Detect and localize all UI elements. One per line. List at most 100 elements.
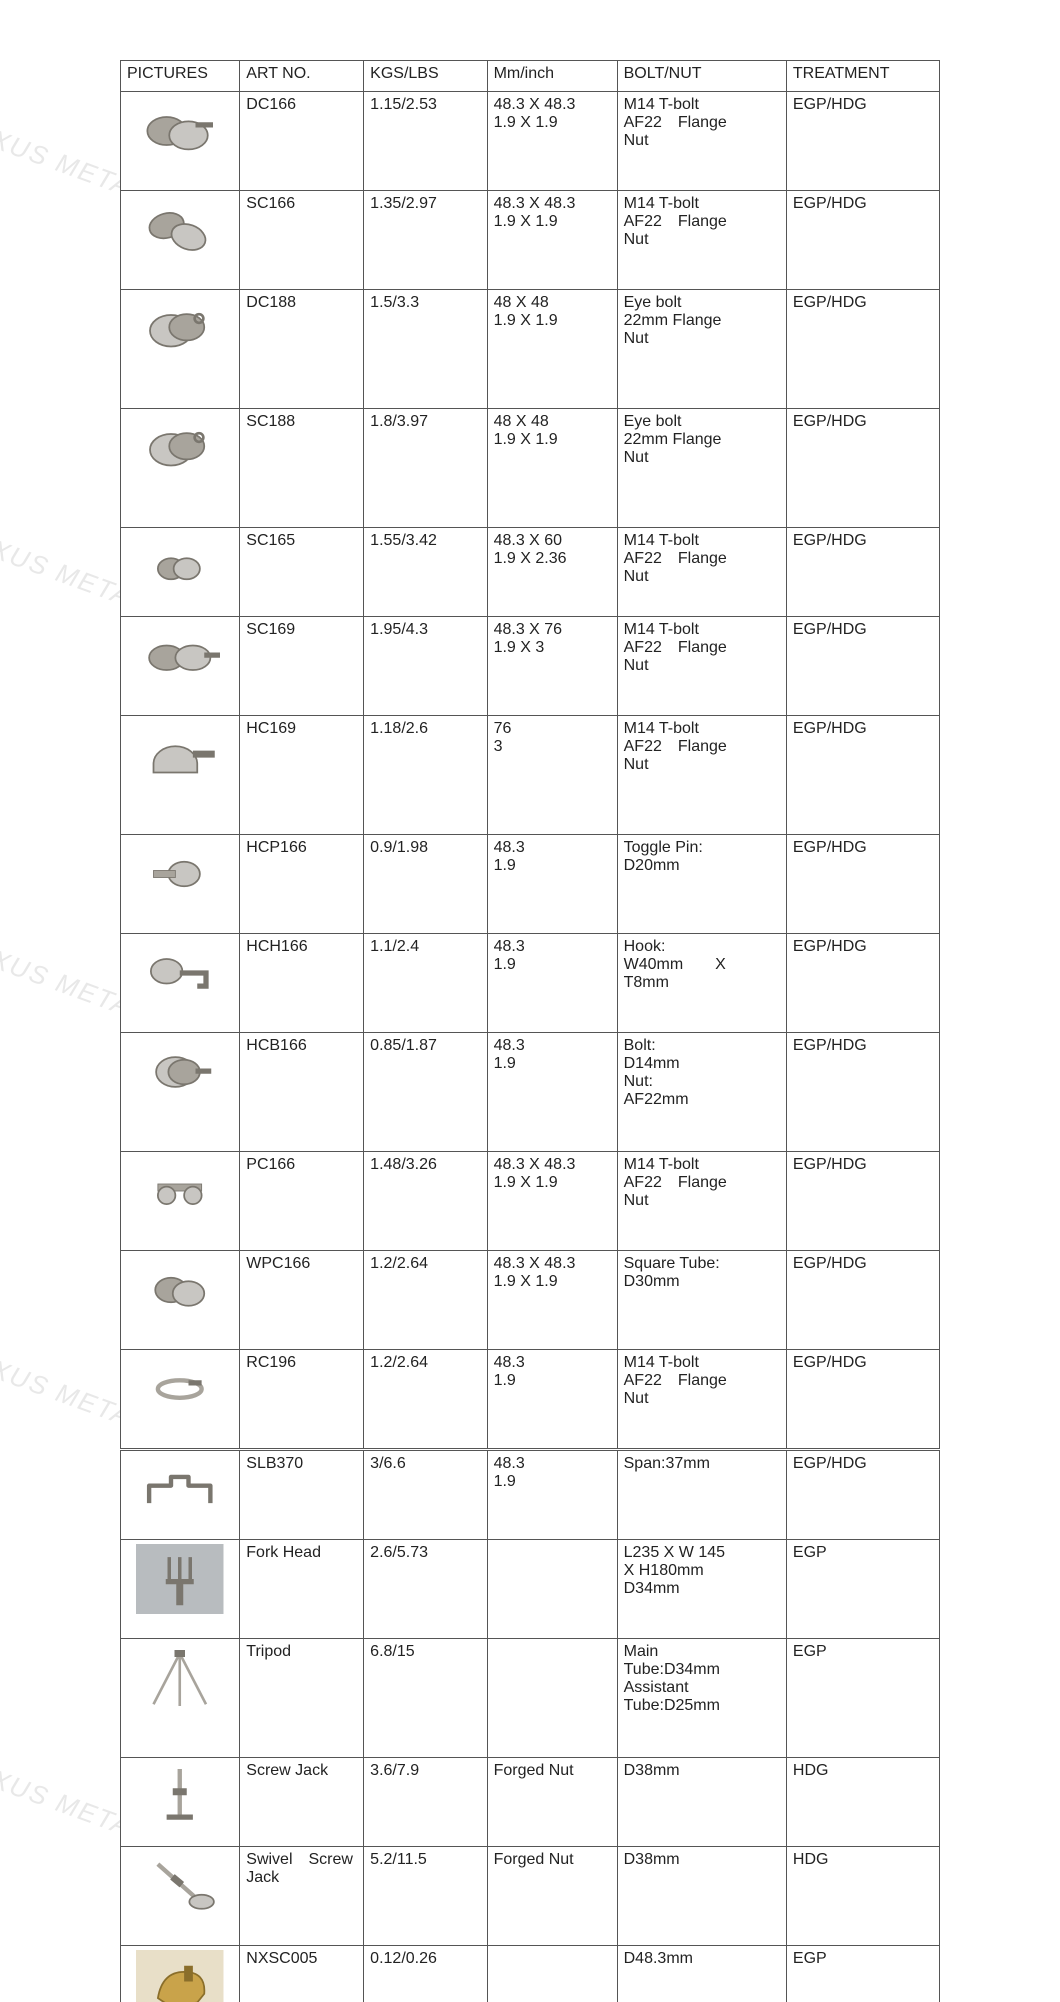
art-no: DC188: [240, 290, 364, 409]
table-row: SC1661.35/2.9748.3 X 48.3 1.9 X 1.9M14 T…: [121, 191, 940, 290]
table-row: Swivel Screw Jack5.2/11.5Forged NutD38mm…: [121, 1847, 940, 1946]
table-row: Fork Head2.6/5.73 L235 X W 145 X H180mm D…: [121, 1540, 940, 1639]
coupler-long-icon: [135, 621, 225, 691]
product-thumb-cell: [121, 1450, 240, 1540]
treatment: EGP/HDG: [786, 934, 939, 1033]
kgs-lbs: 1.55/3.42: [364, 528, 487, 617]
table-row: SC1691.95/4.348.3 X 76 1.9 X 3M14 T-bolt…: [121, 617, 940, 716]
mm-inch: [487, 1946, 617, 2002]
bracket-icon: [135, 1455, 225, 1525]
kgs-lbs: 0.9/1.98: [364, 835, 487, 934]
art-no: HCH166: [240, 934, 364, 1033]
product-thumb-cell: [121, 1540, 240, 1639]
bolt-nut: L235 X W 145 X H180mm D34mm: [617, 1540, 786, 1639]
table-row: SC1651.55/3.4248.3 X 60 1.9 X 2.36M14 T-…: [121, 528, 940, 617]
mm-inch: 48.3 1.9: [487, 835, 617, 934]
mm-inch: 48.3 X 60 1.9 X 2.36: [487, 528, 617, 617]
treatment: EGP/HDG: [786, 290, 939, 409]
table-row: RC1961.2/2.6448.3 1.9M14 T-bolt AF22 Fla…: [121, 1350, 940, 1450]
hook-coupler-icon: [135, 938, 225, 1008]
bolt-nut: D38mm: [617, 1847, 786, 1946]
putlog-icon: [135, 839, 225, 909]
bolt-nut: Eye bolt 22mm Flange Nut: [617, 409, 786, 528]
table-row: HCP1660.9/1.9848.3 1.9Toggle Pin: D20mmE…: [121, 835, 940, 934]
col-header: BOLT/NUT: [617, 61, 786, 92]
art-no: NXSC005: [240, 1946, 364, 2002]
coupler-double-icon: [135, 96, 225, 166]
kgs-lbs: 1.15/2.53: [364, 92, 487, 191]
bolt-nut: Hook: W40mm X T8mm: [617, 934, 786, 1033]
product-thumb-cell: [121, 934, 240, 1033]
col-header: TREATMENT: [786, 61, 939, 92]
mm-inch: 48 X 48 1.9 X 1.9: [487, 409, 617, 528]
art-no: Tripod: [240, 1639, 364, 1758]
kgs-lbs: 2.6/5.73: [364, 1540, 487, 1639]
treatment: EGP: [786, 1540, 939, 1639]
mm-inch: 48 X 48 1.9 X 1.9: [487, 290, 617, 409]
treatment: EGP: [786, 1639, 939, 1758]
parallel-icon: [135, 1156, 225, 1226]
art-no: SC165: [240, 528, 364, 617]
product-thumb-cell: [121, 1033, 240, 1152]
bolt-nut: Main Tube:D34mm Assistant Tube:D25mm: [617, 1639, 786, 1758]
treatment: EGP/HDG: [786, 1350, 939, 1450]
half-coupler-icon: [135, 720, 225, 790]
mm-inch: 48.3 1.9: [487, 1350, 617, 1450]
product-thumb-cell: [121, 835, 240, 934]
art-no: SC169: [240, 617, 364, 716]
col-header: ART NO.: [240, 61, 364, 92]
kgs-lbs: 1.18/2.6: [364, 716, 487, 835]
treatment: HDG: [786, 1758, 939, 1847]
mm-inch: [487, 1639, 617, 1758]
coupler-small-icon: [135, 532, 225, 602]
coupler-swivel-icon: [135, 195, 225, 265]
product-thumb-cell: [121, 1251, 240, 1350]
product-thumb-cell: [121, 617, 240, 716]
treatment: EGP: [786, 1946, 939, 2002]
kgs-lbs: 0.85/1.87: [364, 1033, 487, 1152]
bolt-nut: Eye bolt 22mm Flange Nut: [617, 290, 786, 409]
kgs-lbs: 3/6.6: [364, 1450, 487, 1540]
product-thumb-cell: [121, 191, 240, 290]
mm-inch: 48.3 X 48.3 1.9 X 1.9: [487, 1251, 617, 1350]
table-row: DC1661.15/2.5348.3 X 48.3 1.9 X 1.9M14 T…: [121, 92, 940, 191]
treatment: EGP/HDG: [786, 1251, 939, 1350]
bolt-nut: M14 T-bolt AF22 Flange Nut: [617, 92, 786, 191]
product-thumb-cell: [121, 1639, 240, 1758]
mm-inch: 48.3 1.9: [487, 1033, 617, 1152]
art-no: WPC166: [240, 1251, 364, 1350]
art-no: Fork Head: [240, 1540, 364, 1639]
bolt-nut: D48.3mm: [617, 1946, 786, 2002]
treatment: EGP/HDG: [786, 1152, 939, 1251]
mm-inch: [487, 1540, 617, 1639]
table-row: HC1691.18/2.676 3M14 T-bolt AF22 Flange …: [121, 716, 940, 835]
product-thumb-cell: [121, 1758, 240, 1847]
kgs-lbs: 3.6/7.9: [364, 1758, 487, 1847]
bolt-nut: Toggle Pin: D20mm: [617, 835, 786, 934]
spec-table: PICTURESART NO.KGS/LBSMm/inchBOLT/NUTTRE…: [120, 60, 940, 2002]
table-row: NXSC0050.12/0.26D48.3mmEGP: [121, 1946, 940, 2002]
swivel-jack-icon: [135, 1851, 225, 1921]
treatment: EGP/HDG: [786, 528, 939, 617]
bolt-nut: M14 T-bolt AF22 Flange Nut: [617, 1350, 786, 1450]
art-no: HC169: [240, 716, 364, 835]
bolt-nut: M14 T-bolt AF22 Flange Nut: [617, 1152, 786, 1251]
product-thumb-cell: [121, 409, 240, 528]
treatment: EGP/HDG: [786, 835, 939, 934]
art-no: PC166: [240, 1152, 364, 1251]
mm-inch: 48.3 X 48.3 1.9 X 1.9: [487, 191, 617, 290]
kgs-lbs: 1.5/3.3: [364, 290, 487, 409]
treatment: EGP/HDG: [786, 1033, 939, 1152]
art-no: DC166: [240, 92, 364, 191]
art-no: Screw Jack: [240, 1758, 364, 1847]
kgs-lbs: 1.8/3.97: [364, 409, 487, 528]
art-no: RC196: [240, 1350, 364, 1450]
treatment: EGP/HDG: [786, 617, 939, 716]
kgs-lbs: 1.48/3.26: [364, 1152, 487, 1251]
kgs-lbs: 1.35/2.97: [364, 191, 487, 290]
bolt-nut: D38mm: [617, 1758, 786, 1847]
mm-inch: 48.3 1.9: [487, 934, 617, 1033]
mm-inch: 48.3 X 48.3 1.9 X 1.9: [487, 1152, 617, 1251]
kgs-lbs: 6.8/15: [364, 1639, 487, 1758]
kgs-lbs: 5.2/11.5: [364, 1847, 487, 1946]
